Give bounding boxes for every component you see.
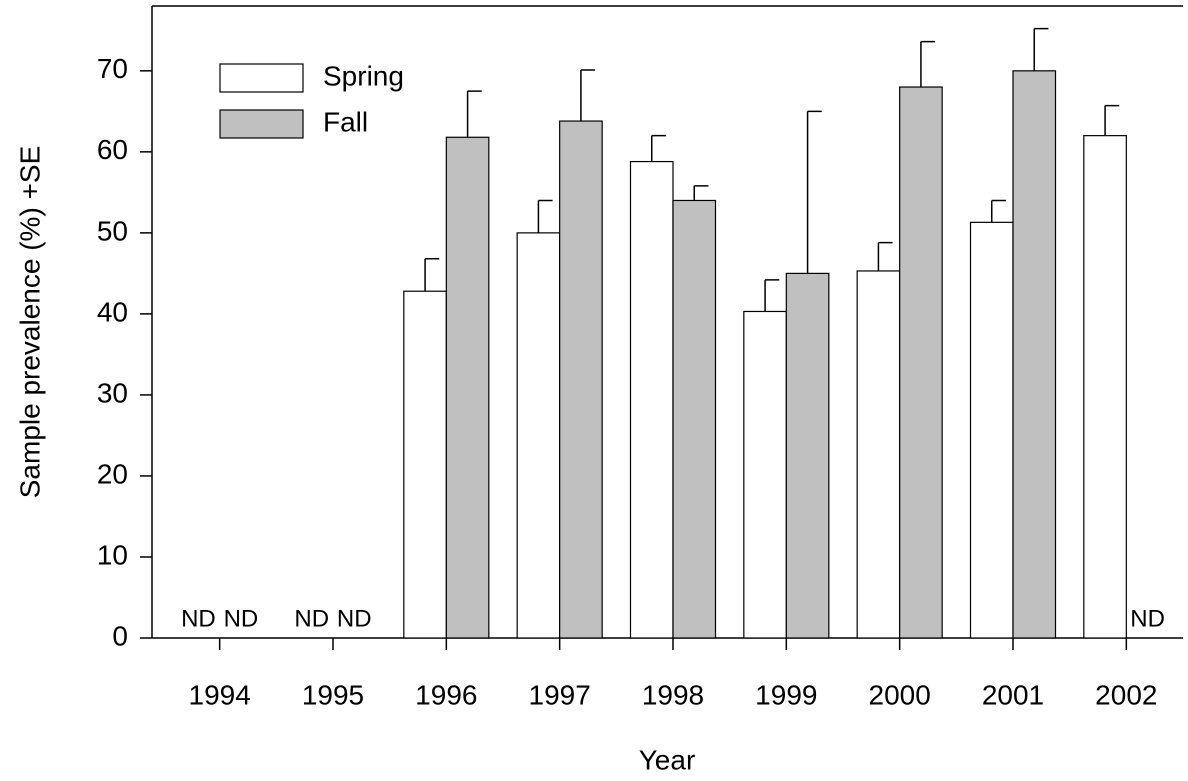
y-tick-label: 70 — [97, 53, 128, 84]
bar — [899, 86, 943, 639]
y-tick-label: 10 — [97, 539, 128, 570]
x-tick-label: 1996 — [415, 679, 477, 710]
bar — [856, 270, 901, 639]
bar — [969, 221, 1014, 639]
value-label: ND — [337, 605, 372, 632]
y-tick-label: 0 — [112, 620, 128, 651]
bar — [559, 120, 603, 639]
legend-swatch — [219, 63, 304, 93]
error-bar — [764, 279, 780, 312]
bar — [743, 310, 787, 639]
error-bar — [424, 258, 440, 292]
value-label: ND — [294, 605, 329, 632]
x-tick-label: 2001 — [982, 679, 1044, 710]
x-axis-label: Year — [639, 744, 696, 775]
bar — [629, 160, 674, 639]
error-bar — [580, 69, 596, 122]
error-bar — [991, 199, 1006, 223]
x-tick-label: 1998 — [642, 679, 704, 710]
x-tick-label: 1994 — [189, 679, 251, 710]
y-tick-label: 20 — [97, 458, 128, 489]
error-bar — [877, 241, 893, 271]
legend-swatch — [219, 109, 304, 139]
legend-label: Fall — [323, 106, 368, 137]
error-bar — [1104, 104, 1120, 136]
error-bar — [920, 40, 936, 88]
bar — [1012, 70, 1057, 639]
y-tick-label: 60 — [97, 134, 128, 165]
y-tick-label: 30 — [97, 377, 128, 408]
error-bar — [806, 110, 822, 274]
legend-label: Spring — [323, 60, 404, 91]
error-bar — [537, 199, 553, 233]
y-tick-label: 40 — [97, 296, 128, 327]
y-axis-label: Sample prevalence (%) +SE — [14, 146, 45, 499]
error-bar — [693, 185, 709, 201]
x-tick-label: 2002 — [1095, 679, 1157, 710]
value-label: ND — [1130, 605, 1165, 632]
bar — [1083, 135, 1127, 639]
error-bar — [651, 134, 666, 162]
bar — [672, 199, 717, 639]
error-bar — [466, 90, 482, 138]
bar — [785, 272, 830, 639]
x-tick-label: 1999 — [755, 679, 817, 710]
bar — [445, 136, 490, 639]
x-tick-label: 2000 — [869, 679, 931, 710]
bar — [403, 290, 447, 639]
error-bar — [1033, 27, 1049, 71]
x-tick-label: 1995 — [302, 679, 364, 710]
bar — [516, 232, 561, 639]
y-tick-label: 50 — [97, 215, 128, 246]
value-label: ND — [181, 605, 216, 632]
value-label: ND — [224, 605, 259, 632]
x-tick-label: 1997 — [529, 679, 591, 710]
